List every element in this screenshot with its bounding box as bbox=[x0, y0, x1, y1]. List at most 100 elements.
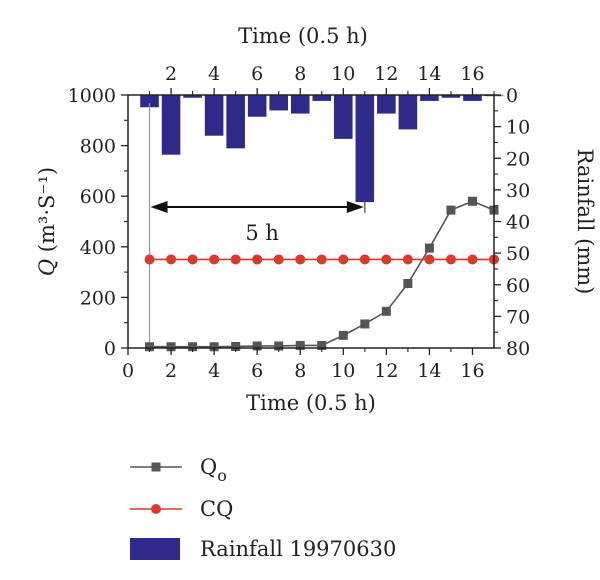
rainfall-bar bbox=[333, 94, 354, 140]
legend-cq-label: CQ bbox=[200, 497, 233, 521]
qo-point bbox=[252, 341, 262, 351]
annotation-label: 5 h bbox=[245, 221, 279, 245]
top-tick-label: 14 bbox=[417, 63, 441, 85]
left-tick-label: 0 bbox=[104, 338, 116, 360]
rainfall-bar bbox=[397, 94, 418, 131]
qo-point bbox=[295, 340, 305, 350]
qo-point bbox=[360, 319, 370, 329]
qo-point bbox=[424, 243, 434, 253]
cq-point bbox=[445, 254, 456, 265]
top-tick-label: 4 bbox=[208, 63, 220, 85]
right-tick-label: 50 bbox=[506, 243, 530, 265]
legend-rainfall-swatch bbox=[130, 538, 180, 560]
bottom-axis-title: Time (0.5 h) bbox=[246, 391, 376, 415]
rainfall-bar bbox=[204, 94, 225, 137]
left-axis-title-symbol: Q bbox=[35, 259, 59, 276]
bottom-tick-label: 12 bbox=[374, 360, 398, 382]
qo-point bbox=[209, 342, 219, 352]
qo-point bbox=[446, 205, 456, 215]
rainfall-bar bbox=[160, 94, 182, 156]
top-tick-label: 10 bbox=[331, 63, 355, 85]
top-tick-label: 16 bbox=[460, 63, 484, 85]
rainfall-bar bbox=[311, 94, 332, 102]
rainfall-bar bbox=[247, 94, 268, 118]
cq-point bbox=[316, 254, 327, 265]
bottom-tick-label: 10 bbox=[331, 360, 355, 382]
bottom-tick-label: 8 bbox=[294, 360, 306, 382]
plot-frame bbox=[127, 94, 495, 349]
bottom-tick-label: 16 bbox=[460, 360, 484, 382]
cq-point bbox=[424, 254, 435, 265]
rainfall-bar bbox=[376, 94, 397, 115]
right-tick-label: 70 bbox=[506, 306, 530, 328]
legend-qo-label: Qo bbox=[200, 455, 227, 485]
cq-point bbox=[338, 254, 349, 265]
rainfall-bars bbox=[139, 94, 505, 203]
cq-point bbox=[381, 254, 392, 265]
right-tick-label: 80 bbox=[506, 338, 530, 360]
bottom-tick-label: 14 bbox=[417, 360, 441, 382]
legend-qo-name: Q bbox=[200, 455, 217, 479]
top-tick-label: 12 bbox=[374, 63, 398, 85]
qo-point bbox=[338, 330, 348, 340]
top-axis-title: Time (0.5 h) bbox=[238, 24, 368, 48]
legend-qo-subscript: o bbox=[217, 466, 227, 485]
qo-point bbox=[403, 278, 413, 288]
rainfall-bar bbox=[290, 94, 311, 115]
cq-point bbox=[295, 254, 306, 265]
cq-point bbox=[273, 254, 284, 265]
cq-point bbox=[187, 254, 198, 265]
qo-point bbox=[467, 196, 477, 206]
legend: Qo CQ Rainfall 19970630 bbox=[130, 455, 396, 561]
annotation-arrow-right bbox=[346, 201, 364, 213]
qo-point bbox=[317, 340, 327, 350]
right-tick-label: 10 bbox=[506, 117, 530, 139]
rainfall-bar bbox=[225, 94, 246, 150]
qo-point bbox=[274, 341, 284, 351]
left-tick-label: 800 bbox=[80, 136, 116, 158]
left-tick-label: 600 bbox=[80, 186, 116, 208]
legend-qo-marker bbox=[151, 462, 161, 472]
qo-point bbox=[166, 342, 176, 352]
rainfall-bar bbox=[268, 94, 289, 112]
qo-point bbox=[145, 342, 155, 352]
right-tick-label: 60 bbox=[506, 275, 530, 297]
bottom-tick-label: 4 bbox=[208, 360, 220, 382]
bottom-tick-label: 6 bbox=[251, 360, 263, 382]
cq-point bbox=[209, 254, 220, 265]
top-tick-label: 2 bbox=[165, 63, 177, 85]
left-tick-label: 200 bbox=[80, 287, 116, 309]
bottom-tick-label: 0 bbox=[122, 360, 134, 382]
left-tick-label: 400 bbox=[80, 237, 116, 259]
legend-cq-marker bbox=[151, 504, 161, 514]
bottom-tick-label: 2 bbox=[165, 360, 177, 382]
cq-point bbox=[359, 254, 370, 265]
cq-point bbox=[402, 254, 413, 265]
qo-point bbox=[231, 341, 241, 351]
right-axis-title: Rainfall (mm) bbox=[573, 149, 597, 295]
duration-annotation: 5 h bbox=[148, 103, 366, 345]
qo-line bbox=[149, 200, 495, 348]
top-tick-label: 8 bbox=[294, 63, 306, 85]
right-tick-label: 40 bbox=[506, 212, 530, 234]
annotation-arrow-left bbox=[150, 201, 168, 213]
rainfall-bar bbox=[354, 94, 375, 203]
left-tick-label: 1000 bbox=[68, 85, 116, 107]
cq-point bbox=[467, 254, 478, 265]
right-tick-label: 0 bbox=[506, 85, 518, 107]
top-tick-label: 6 bbox=[251, 63, 263, 85]
cq-point bbox=[166, 254, 177, 265]
cq-point bbox=[230, 254, 241, 265]
cq-point bbox=[144, 254, 155, 265]
right-tick-label: 30 bbox=[506, 180, 530, 202]
qo-point bbox=[188, 342, 198, 352]
right-tick-label: 20 bbox=[506, 148, 530, 170]
rainfall-bar bbox=[419, 94, 440, 102]
rainfall-bar bbox=[462, 94, 483, 102]
left-axis-title: Q (m³·S⁻¹) bbox=[35, 167, 59, 276]
qo-point bbox=[381, 306, 391, 316]
left-axis-title-unit: (m³·S⁻¹) bbox=[35, 167, 59, 259]
cq-point bbox=[252, 254, 263, 265]
legend-rainfall-label: Rainfall 19970630 bbox=[200, 537, 396, 561]
